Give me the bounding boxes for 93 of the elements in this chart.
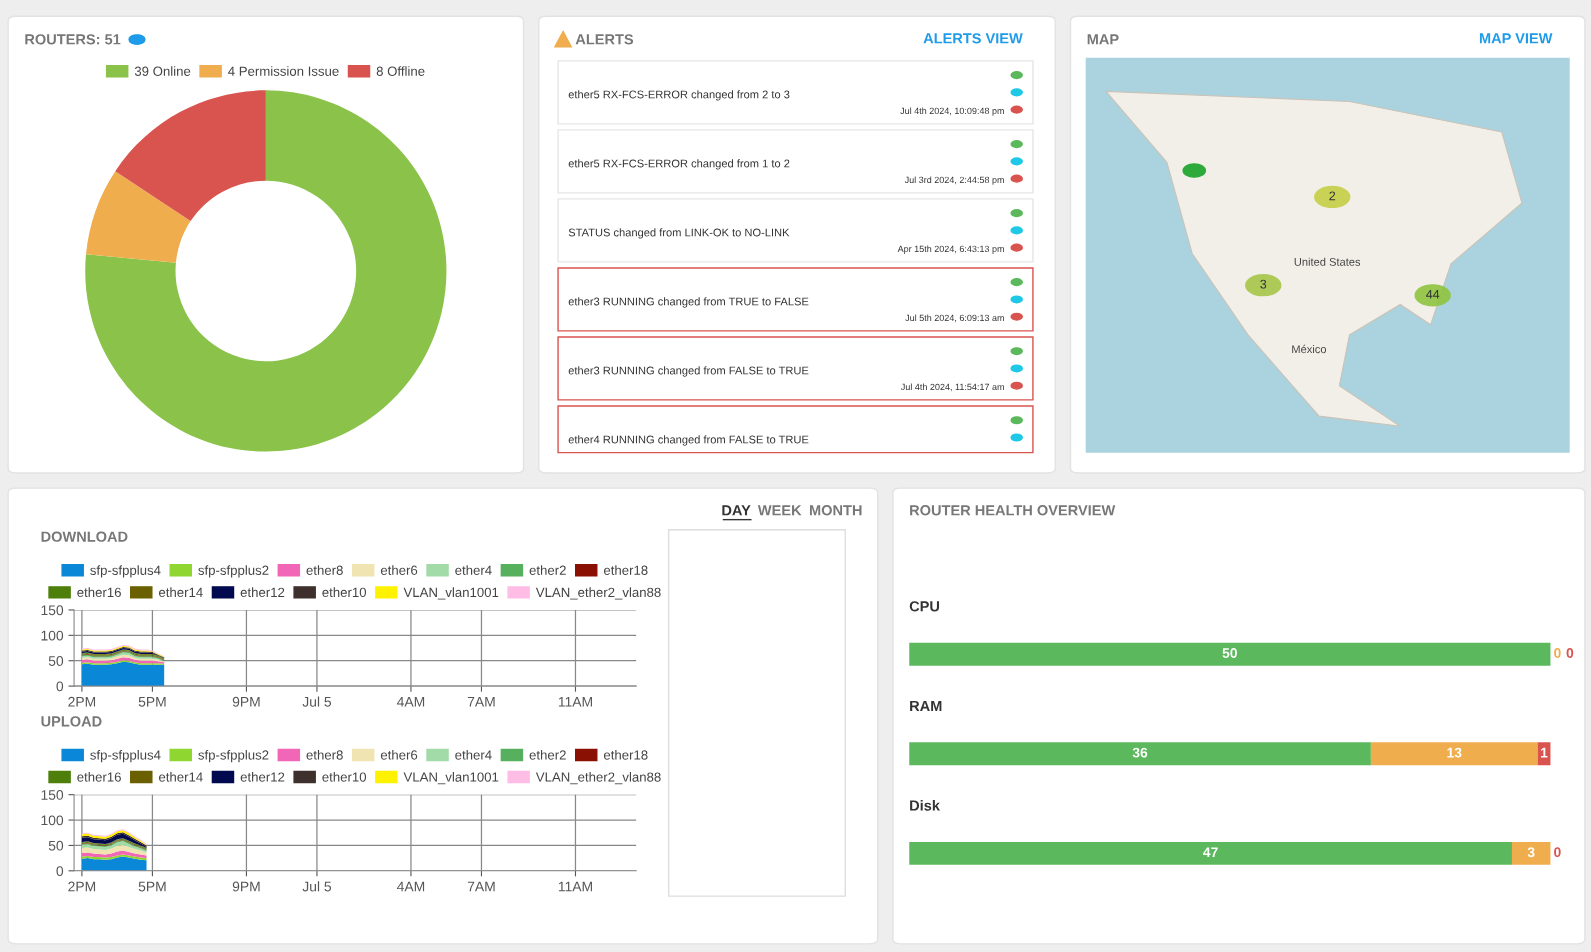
legend-label: sfp-sfpplus2 (198, 565, 269, 578)
legend-label: sfp-sfpplus4 (90, 565, 161, 578)
legend-label: ether10 (322, 587, 367, 598)
x-tick-label: 5PM (138, 881, 166, 892)
text: ether5 RX-FCS-ERROR changed from 1 to 2 (568, 159, 790, 170)
legend-label: 39 Online (134, 66, 191, 76)
text: ether3 RUNNING changed from FALSE to TRUE (568, 366, 809, 377)
text: MAP VIEW (1479, 33, 1553, 44)
legend-label: ether6 (380, 749, 418, 760)
text: Apr 15th 2024, 6:43:13 pm (897, 245, 1004, 254)
legend-label: sfp-sfpplus2 (198, 749, 269, 763)
text: United States (1294, 257, 1361, 266)
y-tick-label: CPU (909, 601, 940, 612)
y-tick-label: 100 (41, 630, 64, 641)
x-tick-label: 9PM (232, 696, 260, 707)
legend-label: ether4 (455, 749, 492, 760)
legend-label: VLAN_vlan1001 (403, 587, 499, 600)
text: Jul 3rd 2024, 2:44:58 pm (904, 176, 1004, 185)
text: 3 (1260, 279, 1267, 289)
legend-label: ether12 (240, 772, 285, 782)
legend-label: ether18 (603, 565, 648, 575)
x-tick-label: 2PM (68, 696, 96, 707)
text: DAY (722, 505, 751, 516)
legend-label: ether2 (529, 749, 566, 760)
text: ALERTS (575, 34, 634, 45)
donut-slice (86, 171, 191, 263)
y-tick-label: RAM (910, 700, 942, 711)
legend-label: ether16 (77, 587, 121, 598)
legend-label: 8 Offline (376, 66, 425, 76)
text: WEEK (757, 505, 802, 516)
x-tick-label: 2PM (68, 881, 96, 892)
y-tick-label: 150 (41, 790, 64, 800)
legend-label: ether8 (306, 565, 343, 575)
data-label: 0 (1554, 847, 1561, 858)
x-tick-label: 4AM (397, 697, 425, 707)
donut-slice (85, 90, 447, 452)
legend-label: ether2 (529, 565, 566, 575)
legend-label: ether8 (306, 749, 343, 760)
legend-label: ether4 (455, 565, 492, 575)
legend-label: ether6 (380, 565, 418, 575)
y-tick-label: 0 (56, 866, 64, 876)
text: MAP (1087, 34, 1119, 45)
legend-label: ether18 (603, 749, 648, 760)
text: ether5 RX-FCS-ERROR changed from 2 to 3 (568, 90, 790, 101)
text: ether4 RUNNING changed from FALSE to TRUE (568, 435, 809, 446)
y-tick-label: 150 (41, 605, 64, 616)
x-tick-label: Jul 5 (302, 696, 332, 707)
text: Jul 4th 2024, 11:54:17 am (900, 383, 1004, 392)
y-tick-label: Disk (910, 799, 940, 811)
data-label: 50 (1222, 648, 1237, 658)
chart-title: ROUTER HEALTH OVERVIEW (910, 505, 1116, 516)
legend-label: VLAN_ether2_vlan88 (535, 587, 661, 600)
x-tick-label: 11AM (558, 697, 592, 707)
chart-title: UPLOAD (41, 716, 102, 727)
text: MONTH (809, 505, 862, 516)
text: 2 (1329, 191, 1336, 201)
text: Jul 5th 2024, 6:09:13 am (905, 314, 1004, 323)
chart-title: ROUTERS: 51 (25, 34, 121, 45)
x-tick-label: 11AM (558, 881, 592, 892)
legend-label: ether16 (77, 772, 121, 782)
donut-slice (115, 90, 266, 222)
data-label: 13 (1447, 747, 1462, 758)
text: STATUS changed from LINK-OK to NO-LINK (568, 228, 790, 239)
legend-label: VLAN_ether2_vlan88 (535, 772, 661, 785)
legend-label: ether12 (240, 587, 285, 598)
data-label: 0 (1566, 648, 1574, 658)
text: ALERTS VIEW (923, 33, 1023, 44)
x-tick-label: 5PM (138, 697, 166, 707)
text: Jul 4th 2024, 10:09:48 pm (900, 107, 1004, 116)
data-label: 0 (1554, 648, 1561, 658)
data-label: 47 (1203, 847, 1218, 857)
legend-label: ether10 (322, 772, 367, 782)
text: 44 (1426, 289, 1440, 299)
legend-label: 4 Permission Issue (228, 66, 339, 76)
x-tick-label: 4AM (397, 881, 425, 892)
x-tick-label: 7AM (467, 697, 495, 707)
text: México (1292, 344, 1327, 354)
x-tick-label: 9PM (232, 881, 260, 892)
data-label: 3 (1527, 847, 1535, 858)
y-tick-label: 50 (48, 840, 64, 851)
y-tick-label: 0 (56, 681, 64, 692)
legend-label: VLAN_vlan1001 (403, 772, 499, 785)
data-label: 1 (1541, 747, 1548, 758)
chart-title: DOWNLOAD (41, 531, 128, 542)
y-tick-label: 50 (48, 656, 64, 666)
x-tick-label: Jul 5 (302, 881, 332, 892)
x-tick-label: 7AM (467, 881, 495, 892)
legend-label: sfp-sfpplus4 (90, 749, 161, 763)
legend-label: ether14 (158, 772, 203, 782)
legend-label: ether14 (158, 587, 203, 598)
text: ether3 RUNNING changed from TRUE to FALSE (568, 297, 809, 308)
data-label: 36 (1132, 747, 1148, 758)
y-tick-label: 100 (41, 815, 64, 826)
